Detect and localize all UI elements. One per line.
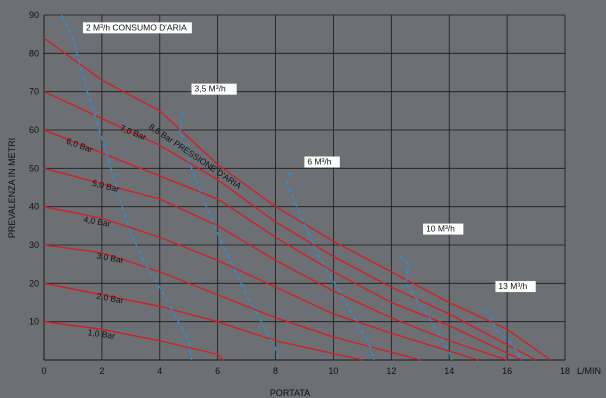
x-tick-18: 18 [560,366,570,376]
x-tick-12: 12 [386,366,396,376]
x-tick-16: 16 [502,366,512,376]
air-label-0: 2 M³/h CONSUMO D'ARIA [82,22,192,34]
pressure-curve-5 [43,244,421,361]
air-label-text-3: 10 M³/h [426,224,455,234]
x-axis-unit: L/MIN [577,366,601,376]
air-consumption-curves [60,14,523,361]
air-label-text-4: 13 M³/h [498,281,527,291]
air-curve-3 [399,255,453,361]
air-label-box-0 [82,22,192,34]
pressure-curve-0 [43,37,551,361]
air-label-box-1 [191,83,237,95]
x-tick-14: 14 [444,366,454,376]
x-tick-6: 6 [215,366,220,376]
x-tick-10: 10 [328,366,338,376]
pressure-curve-3 [43,167,508,361]
pressure-curve-1 [43,91,537,361]
pressure-curve-6 [43,282,363,361]
air-label-2: 6 M³/h [304,156,340,168]
y-tick-40: 40 [29,202,39,212]
y-tick-50: 50 [29,163,39,173]
y-tick-80: 80 [29,48,39,58]
x-tick-0: 0 [41,366,46,376]
y-tick-90: 90 [29,10,39,20]
pressure-label-7: 1,0 Bar [87,327,116,341]
pressure-label-6: 2,0 Bar [96,291,125,306]
y-tick-20: 20 [29,278,39,288]
air-label-4: 13 M³/h [495,281,536,293]
air-curve-0 [60,14,193,361]
air-label-box-3 [423,223,464,235]
y-tick-30: 30 [29,240,39,250]
air-label-1: 3,5 M³/h [191,83,237,95]
air-label-box-4 [495,281,536,293]
air-label-text-2: 6 M³/h [307,157,331,167]
pressure-label-4: 4,0 Bar [83,214,112,229]
air-label-box-2 [304,156,340,168]
air-label-text-1: 3,5 M³/h [195,84,226,94]
pressure-label-5: 3,0 Bar [96,251,125,266]
x-tick-4: 4 [157,366,162,376]
plot-background [44,15,565,360]
y-tick-70: 70 [29,87,39,97]
x-tick-2: 2 [99,366,104,376]
air-label-3: 10 M³/h [423,223,464,235]
air-label-text-0: 2 M³/h CONSUMO D'ARIA [86,22,187,32]
x-axis-label: PORTATA [270,388,310,398]
air-curve-2 [286,172,375,361]
axis-ticks: 0 2 4 6 8 10 12 14 16 18 10 20 30 40 50 60 70 80 90 [29,10,570,376]
y-tick-10: 10 [29,317,39,327]
y-tick-60: 60 [29,125,39,135]
x-tick-8: 8 [273,366,278,376]
air-curve-1 [179,110,280,361]
pressure-curve-7 [43,321,224,361]
grid [43,14,566,361]
y-axis-label: PREVALENZA IN METRI [7,138,17,238]
air-curve-4 [483,309,523,361]
pressure-curve-4 [43,206,479,361]
